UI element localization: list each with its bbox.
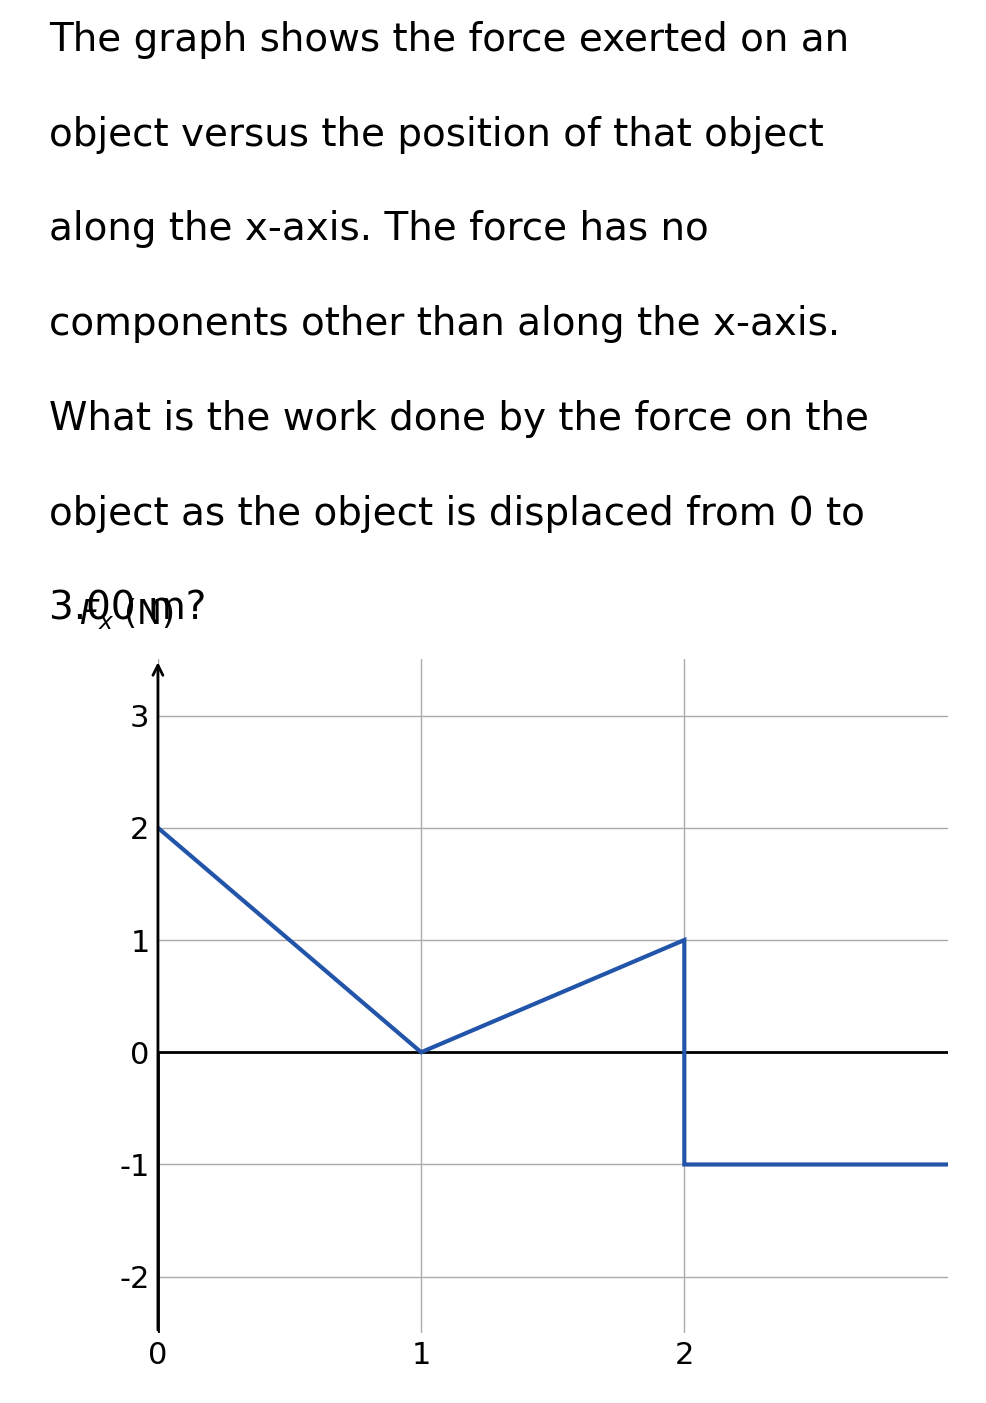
Text: components other than along the x-axis.: components other than along the x-axis. bbox=[49, 306, 840, 344]
Text: The graph shows the force exerted on an: The graph shows the force exerted on an bbox=[49, 21, 849, 59]
Text: What is the work done by the force on the: What is the work done by the force on th… bbox=[49, 400, 869, 438]
Text: $\it{F}_{\it{x}}$ (N): $\it{F}_{\it{x}}$ (N) bbox=[79, 596, 174, 633]
Text: 3.00 m?: 3.00 m? bbox=[49, 589, 206, 627]
Text: along the x-axis. The force has no: along the x-axis. The force has no bbox=[49, 210, 708, 248]
Text: object versus the position of that object: object versus the position of that objec… bbox=[49, 115, 823, 154]
Text: object as the object is displaced from 0 to: object as the object is displaced from 0… bbox=[49, 495, 865, 533]
